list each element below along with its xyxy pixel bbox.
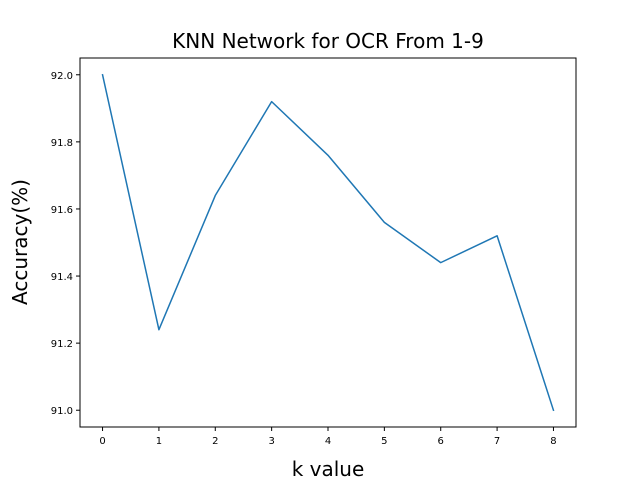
series-layer [101, 73, 555, 412]
y-tick-label: 91.8 [51, 138, 73, 149]
x-tick-label: 1 [156, 436, 162, 447]
x-axis-label: k value [292, 457, 365, 480]
y-tick-label: 91.2 [51, 339, 73, 350]
chart-title: KNN Network for OCR From 1-9 [172, 29, 484, 53]
x-tick-label: 8 [550, 436, 556, 447]
x-tick-label: 7 [494, 436, 500, 447]
x-tick-label: 6 [438, 436, 444, 447]
x-tick-label: 2 [212, 436, 218, 447]
y-tick-label: 91.0 [51, 406, 73, 417]
plot-area: 0 1 2 3 4 5 6 7 8 91.0 91.2 91.4 91.6 91.8 92.0 [51, 57, 577, 447]
y-axis: 91.0 91.2 91.4 91.6 91.8 92.0 [51, 71, 80, 417]
x-tick-label: 3 [268, 436, 274, 447]
x-tick-label: 0 [99, 436, 105, 447]
series-line [101, 73, 555, 412]
x-axis: 0 1 2 3 4 5 6 7 8 [99, 427, 557, 447]
x-tick-label: 5 [381, 436, 387, 447]
y-axis-label: Accuracy(%) [8, 179, 32, 305]
y-tick-label: 91.4 [51, 272, 73, 283]
y-tick-label: 91.6 [51, 205, 73, 216]
x-tick-label: 4 [325, 436, 331, 447]
y-tick-label: 92.0 [51, 71, 73, 82]
